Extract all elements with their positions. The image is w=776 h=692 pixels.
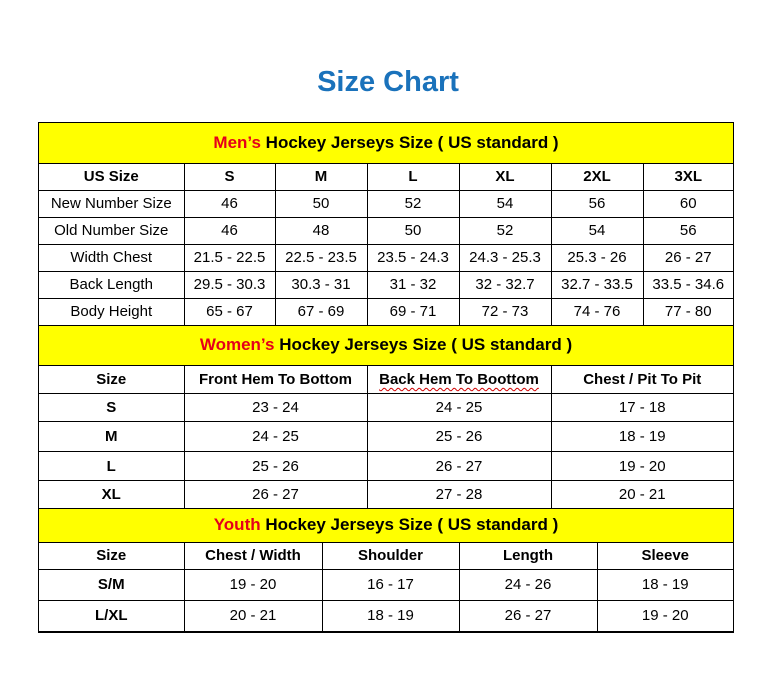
womens-cell: 23 - 24 bbox=[183, 393, 368, 422]
mens-cell: 77 - 80 bbox=[642, 297, 733, 326]
youth-header-cell: Length bbox=[458, 541, 598, 570]
youth-row-label: S/M bbox=[39, 569, 185, 601]
mens-cell: 48 bbox=[274, 216, 368, 245]
mens-row-label: Body Height bbox=[39, 297, 185, 326]
mens-table-row: New Number Size 46 50 52 54 56 60 bbox=[39, 190, 733, 218]
size-chart: Men’s Hockey Jerseys Size ( US standard … bbox=[38, 122, 734, 633]
mens-header-cell: L bbox=[366, 162, 460, 191]
womens-header-cell: Front Hem To Bottom bbox=[183, 365, 368, 394]
mens-cell: 46 bbox=[183, 216, 276, 245]
womens-table-row: M 24 - 25 25 - 26 18 - 19 bbox=[39, 421, 733, 452]
womens-table-row: L 25 - 26 26 - 27 19 - 20 bbox=[39, 451, 733, 481]
mens-cell: 26 - 27 bbox=[642, 243, 733, 272]
womens-row-label: M bbox=[39, 421, 185, 452]
mens-row-label: Width Chest bbox=[39, 243, 185, 272]
mens-cell: 31 - 32 bbox=[366, 270, 460, 299]
youth-header-cell: Size bbox=[39, 541, 185, 570]
mens-cell: 56 bbox=[550, 190, 644, 218]
womens-row-label: XL bbox=[39, 480, 185, 509]
mens-row-label: New Number Size bbox=[39, 190, 185, 218]
womens-cell: 20 - 21 bbox=[550, 480, 733, 509]
womens-cell: 26 - 27 bbox=[366, 451, 552, 481]
mens-header-cell: M bbox=[274, 162, 368, 191]
womens-cell: 24 - 25 bbox=[366, 393, 552, 422]
womens-header-cell: Size bbox=[39, 365, 185, 394]
mens-table-row: Width Chest 21.5 - 22.5 22.5 - 23.5 23.5 - … bbox=[39, 243, 733, 272]
page-title: Size Chart bbox=[317, 66, 459, 98]
youth-cell: 19 - 20 bbox=[596, 599, 733, 632]
mens-cell: 46 bbox=[183, 190, 276, 218]
womens-cell: 27 - 28 bbox=[366, 480, 552, 509]
youth-cell: 16 - 17 bbox=[321, 569, 460, 601]
mens-table-row: Body Height 65 - 67 67 - 69 69 - 71 72 - 73 7… bbox=[39, 297, 733, 326]
womens-cell: 19 - 20 bbox=[550, 451, 733, 481]
womens-cell: 17 - 18 bbox=[550, 393, 733, 422]
youth-header-cell: Shoulder bbox=[321, 541, 460, 570]
womens-cell: 26 - 27 bbox=[183, 480, 368, 509]
mens-table-row: Old Number Size 46 48 50 52 54 56 bbox=[39, 216, 733, 245]
mens-cell: 69 - 71 bbox=[366, 297, 460, 326]
mens-cell: 54 bbox=[458, 190, 552, 218]
youth-cell: 26 - 27 bbox=[458, 599, 598, 632]
mens-cell: 23.5 - 24.3 bbox=[366, 243, 460, 272]
mens-cell: 24.3 - 25.3 bbox=[458, 243, 552, 272]
mens-cell: 33.5 - 34.6 bbox=[642, 270, 733, 299]
womens-cell: 25 - 26 bbox=[183, 451, 368, 481]
youth-table-row: S/M 19 - 20 16 - 17 24 - 26 18 - 19 bbox=[39, 569, 733, 601]
mens-cell: 65 - 67 bbox=[183, 297, 276, 326]
mens-header-cell: 2XL bbox=[550, 162, 644, 191]
mens-cell: 52 bbox=[366, 190, 460, 218]
mens-section-title: Men’s Hockey Jerseys Size ( US standard … bbox=[39, 123, 733, 164]
mens-cell: 32.7 - 33.5 bbox=[550, 270, 644, 299]
mens-cell: 32 - 32.7 bbox=[458, 270, 552, 299]
mens-cell: 50 bbox=[366, 216, 460, 245]
mens-table-row: Back Length 29.5 - 30.3 30.3 - 31 31 - 32 32… bbox=[39, 270, 733, 299]
youth-table: Youth Hockey Jerseys Size ( US standard … bbox=[39, 509, 733, 632]
womens-row-label: S bbox=[39, 393, 185, 422]
mens-cell: 67 - 69 bbox=[274, 297, 368, 326]
mens-cell: 22.5 - 23.5 bbox=[274, 243, 368, 272]
mens-row-label: Old Number Size bbox=[39, 216, 185, 245]
womens-table-row: S 23 - 24 24 - 25 17 - 18 bbox=[39, 393, 733, 422]
womens-table: Women’s Hockey Jerseys Size ( US standar… bbox=[39, 325, 733, 509]
youth-cell: 19 - 20 bbox=[183, 569, 323, 601]
womens-table-row: XL 26 - 27 27 - 28 20 - 21 bbox=[39, 480, 733, 509]
mens-header-cell: XL bbox=[458, 162, 552, 191]
mens-header-cell: S bbox=[183, 162, 276, 191]
womens-header-cell: Back Hem To Boottom bbox=[366, 365, 552, 394]
youth-cell: 20 - 21 bbox=[183, 599, 323, 632]
mens-header-cell: 3XL bbox=[642, 162, 733, 191]
youth-cell: 24 - 26 bbox=[458, 569, 598, 601]
womens-header-cell: Chest / Pit To Pit bbox=[550, 365, 733, 394]
youth-header-cell: Chest / Width bbox=[183, 541, 323, 570]
youth-table-row: L/XL 20 - 21 18 - 19 26 - 27 19 - 20 bbox=[39, 599, 733, 632]
womens-cell: 25 - 26 bbox=[366, 421, 552, 452]
youth-section-title: Youth Hockey Jerseys Size ( US standard … bbox=[39, 509, 733, 543]
mens-cell: 54 bbox=[550, 216, 644, 245]
mens-cell: 56 bbox=[642, 216, 733, 245]
womens-row-label: L bbox=[39, 451, 185, 481]
youth-cell: 18 - 19 bbox=[596, 569, 733, 601]
mens-cell: 50 bbox=[274, 190, 368, 218]
mens-cell: 29.5 - 30.3 bbox=[183, 270, 276, 299]
mens-cell: 30.3 - 31 bbox=[274, 270, 368, 299]
youth-row-label: L/XL bbox=[39, 599, 185, 632]
mens-cell: 74 - 76 bbox=[550, 297, 644, 326]
youth-cell: 18 - 19 bbox=[321, 599, 460, 632]
mens-cell: 60 bbox=[642, 190, 733, 218]
mens-header-cell: US Size bbox=[39, 162, 185, 191]
mens-table: Men’s Hockey Jerseys Size ( US standard … bbox=[39, 123, 733, 326]
womens-cell: 18 - 19 bbox=[550, 421, 733, 452]
mens-cell: 21.5 - 22.5 bbox=[183, 243, 276, 272]
mens-cell: 72 - 73 bbox=[458, 297, 552, 326]
womens-section-title: Women’s Hockey Jerseys Size ( US standar… bbox=[39, 325, 733, 366]
womens-cell: 24 - 25 bbox=[183, 421, 368, 452]
mens-cell: 52 bbox=[458, 216, 552, 245]
mens-cell: 25.3 - 26 bbox=[550, 243, 644, 272]
mens-row-label: Back Length bbox=[39, 270, 185, 299]
youth-header-cell: Sleeve bbox=[596, 541, 733, 570]
